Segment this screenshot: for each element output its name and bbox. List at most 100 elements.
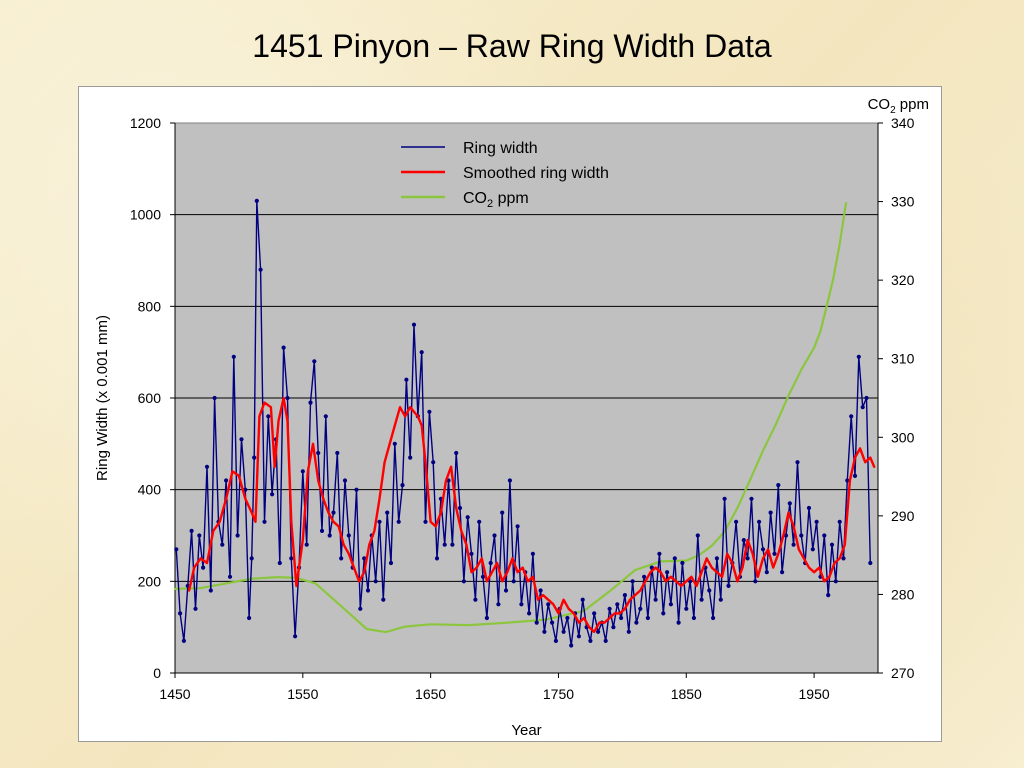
data-point-ring — [764, 570, 769, 575]
data-point-ring — [638, 606, 643, 611]
data-point-ring — [465, 515, 470, 520]
data-point-ring — [860, 405, 865, 410]
data-point-ring — [454, 450, 459, 456]
data-point-ring — [319, 528, 325, 533]
data-point-ring — [181, 638, 186, 644]
y-tick-label: 1200 — [130, 115, 161, 131]
data-point-ring — [714, 556, 720, 561]
data-point-ring — [665, 570, 670, 575]
data-point-ring — [323, 414, 328, 419]
data-point-ring — [500, 510, 505, 515]
data-point-ring — [588, 638, 593, 644]
data-point-ring — [868, 560, 873, 566]
data-point-ring — [722, 496, 727, 501]
data-point-ring — [408, 455, 413, 460]
data-point-ring — [469, 551, 474, 556]
x-tick-label: 1450 — [159, 686, 190, 702]
data-point-ring — [258, 267, 263, 272]
data-point-ring — [304, 542, 309, 547]
data-point-ring — [645, 615, 651, 621]
data-point-ring — [220, 542, 225, 547]
y2-tick-label: 280 — [891, 586, 915, 602]
data-point-ring — [519, 602, 524, 607]
data-point-ring — [300, 469, 305, 474]
data-point-ring — [235, 533, 240, 538]
data-point-ring — [607, 606, 612, 611]
data-point-ring — [346, 533, 351, 538]
data-point-ring — [377, 519, 382, 524]
data-point-ring — [281, 345, 286, 350]
data-point-ring — [630, 579, 635, 584]
y2-tick-label: 320 — [891, 272, 915, 288]
data-point-ring — [542, 629, 547, 634]
y2-tick-label: 310 — [891, 351, 915, 367]
data-point-ring — [760, 547, 766, 552]
data-point-ring — [653, 597, 658, 602]
y-tick-label: 200 — [138, 573, 162, 589]
data-point-ring — [745, 556, 750, 561]
y2-tick-label: 340 — [891, 115, 915, 131]
y2-axis-title: CO2 ppm — [868, 96, 929, 116]
data-point-ring — [484, 615, 489, 621]
x-tick-label: 1650 — [415, 686, 446, 702]
data-point-ring — [197, 533, 202, 538]
data-point-ring — [569, 643, 574, 648]
x-tick-label: 1750 — [543, 686, 574, 702]
data-point-ring — [856, 354, 861, 359]
data-point-ring — [392, 441, 397, 446]
data-point-ring — [550, 620, 555, 625]
legend-label-smooth: Smoothed ring width — [463, 165, 609, 182]
data-point-ring — [783, 533, 789, 538]
data-point-ring — [457, 505, 463, 511]
data-point-ring — [492, 533, 497, 538]
data-point-ring — [741, 538, 746, 543]
data-point-ring — [580, 597, 585, 602]
data-point-ring — [365, 588, 371, 593]
data-point-ring — [852, 473, 858, 478]
chart-frame: 0 200 400 600 800 1000 1200 270 280 290 300 310 320 3… — [78, 86, 942, 742]
data-point-ring — [362, 556, 367, 561]
data-point-ring — [676, 620, 681, 625]
data-point-ring — [254, 198, 259, 203]
data-point-ring — [634, 620, 639, 625]
data-point-ring — [419, 350, 424, 355]
data-point-ring — [753, 579, 758, 584]
y2-tick-label: 300 — [891, 429, 915, 445]
y-tick-label: 1000 — [130, 207, 161, 223]
data-point-ring — [734, 519, 739, 524]
data-point-ring — [396, 519, 401, 524]
data-point-ring — [849, 414, 854, 419]
data-point-ring — [342, 478, 348, 483]
data-point-ring — [787, 501, 792, 506]
x-tick-label: 1850 — [671, 686, 702, 702]
data-point-ring — [527, 611, 532, 616]
data-point-ring — [358, 606, 363, 611]
data-point-ring — [381, 597, 386, 602]
data-point-ring — [224, 478, 229, 483]
data-point-ring — [450, 542, 455, 547]
data-point-ring — [442, 542, 447, 547]
data-point-ring — [247, 615, 252, 621]
legend-label-co2: CO2 ppm — [463, 190, 529, 210]
data-point-ring — [726, 583, 731, 588]
data-point-ring — [611, 625, 616, 630]
data-point-ring — [565, 615, 570, 621]
data-point-ring — [480, 574, 486, 579]
data-point-ring — [404, 377, 409, 382]
data-point-ring — [388, 560, 394, 566]
data-point-ring — [749, 496, 754, 501]
data-point-ring — [266, 414, 271, 419]
data-point-ring — [841, 556, 846, 561]
data-point-ring — [339, 556, 344, 561]
y-tick-label: 0 — [153, 665, 161, 681]
data-point-ring — [776, 483, 781, 488]
data-point-ring — [189, 528, 194, 533]
data-point-ring — [553, 638, 558, 644]
data-point-ring — [293, 634, 298, 639]
data-point-ring — [833, 579, 838, 584]
data-point-ring — [619, 615, 624, 621]
data-point-ring — [270, 492, 275, 497]
data-point-ring — [845, 478, 850, 483]
data-point-ring — [684, 606, 689, 611]
data-point-ring — [488, 560, 493, 566]
